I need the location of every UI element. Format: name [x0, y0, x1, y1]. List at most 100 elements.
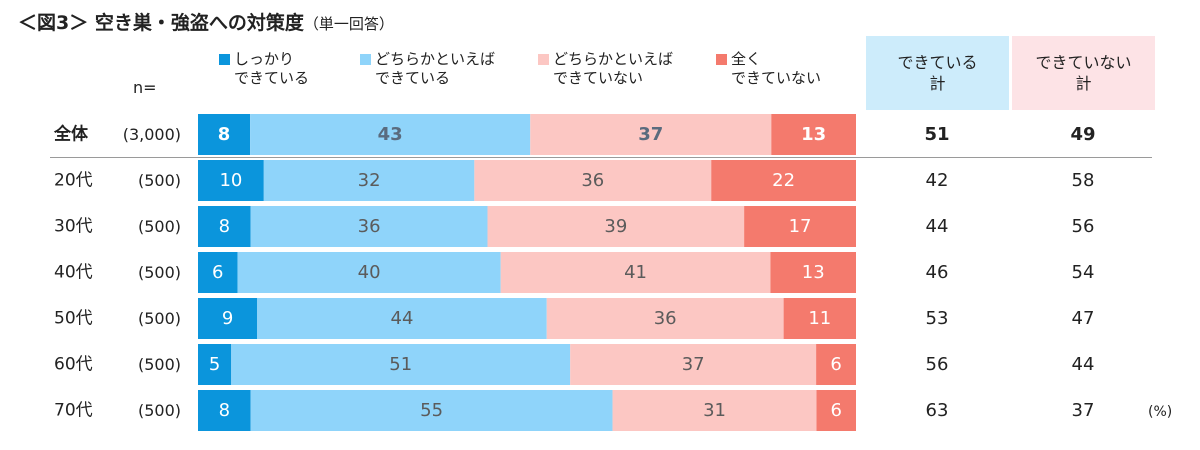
data-label: 6: [212, 262, 223, 283]
data-label: 8: [219, 216, 230, 237]
data-label: 32: [358, 170, 381, 191]
sample-size-label: (500): [138, 401, 181, 420]
legend-swatch-4: [716, 54, 727, 65]
bar-segment-3: [570, 344, 817, 385]
category-label: 全体: [53, 124, 89, 145]
chart-title: ＜図3＞ 空き巣・強盗への対策度（単一回答）: [18, 12, 394, 34]
data-label: 37: [682, 354, 705, 375]
data-label: 31: [703, 400, 726, 421]
data-label: 5: [209, 354, 220, 375]
data-label: 8: [218, 124, 231, 145]
bar-segment-1: [198, 390, 251, 431]
summary-header-can: できている 計: [866, 36, 1009, 110]
sample-size-label: (500): [138, 309, 181, 328]
data-label: 13: [802, 262, 825, 283]
bar-segment-3: [612, 390, 817, 431]
data-label: 40: [358, 262, 381, 283]
category-label: 30代: [54, 217, 93, 237]
legend-label-3: どちらかといえば できていない: [553, 50, 674, 87]
sample-size-label: (500): [138, 355, 181, 374]
unit-label: (%): [1148, 404, 1173, 420]
bar-segment-1: [198, 298, 258, 339]
summary-value-can: 53: [926, 308, 949, 329]
legend-label-4: 全く できていない: [731, 50, 822, 87]
data-label: 43: [378, 124, 403, 145]
sample-size-label: (500): [138, 171, 181, 190]
summary-value-can: 63: [926, 400, 949, 421]
chart-subtitle: （単一回答）: [303, 15, 394, 33]
legend-item-3: どちらかといえば できていない: [538, 50, 673, 88]
legend-label-2: どちらかといえば できている: [375, 50, 496, 87]
data-label: 41: [624, 262, 647, 283]
bar-segment-2: [257, 298, 547, 339]
bar-segment-1: [198, 206, 251, 247]
legend-swatch-3: [538, 54, 549, 65]
data-label: 8: [219, 400, 230, 421]
data-label: 44: [391, 308, 414, 329]
bar-segment-1: [198, 344, 232, 385]
data-label: 36: [654, 308, 677, 329]
legend-label-1: しっかり できている: [234, 50, 310, 87]
bar-segment-4: [816, 390, 856, 431]
bar-segment-2: [250, 206, 488, 247]
summary-value-cannot: 49: [1070, 124, 1095, 145]
summary-value-cannot: 54: [1072, 262, 1095, 283]
bar-segment-3: [500, 252, 771, 293]
category-label: 50代: [54, 309, 93, 329]
sample-size-label: (3,000): [123, 125, 181, 144]
legend-swatch-2: [360, 54, 371, 65]
bar-segment-2: [231, 344, 571, 385]
bar-segment-4: [771, 114, 856, 155]
legend-swatch-1: [219, 54, 230, 65]
summary-value-can: 42: [926, 170, 949, 191]
bar-segment-3: [530, 114, 772, 155]
data-label: 37: [638, 124, 663, 145]
data-label: 17: [789, 216, 812, 237]
data-label: 6: [831, 400, 842, 421]
data-label: 6: [830, 354, 841, 375]
summary-value-can: 46: [926, 262, 949, 283]
bar-segment-1: [198, 252, 238, 293]
bar-segment-4: [770, 252, 856, 293]
bar-segment-2: [250, 390, 613, 431]
sample-size-label: (500): [138, 217, 181, 236]
data-label: 55: [420, 400, 443, 421]
summary-value-cannot: 37: [1072, 400, 1095, 421]
bar-segment-4: [783, 298, 856, 339]
category-label: 40代: [54, 263, 93, 283]
category-label: 60代: [54, 355, 93, 375]
n-label: n=: [133, 78, 157, 97]
summary-value-cannot: 44: [1072, 354, 1095, 375]
summary-header-cannot: できていない 計: [1012, 36, 1155, 110]
bar-segment-1: [198, 114, 251, 155]
data-label: 51: [389, 354, 412, 375]
legend-item-4: 全く できていない: [716, 50, 821, 88]
bar-segment-4: [816, 344, 856, 385]
bar-segment-3: [546, 298, 784, 339]
category-label: 70代: [54, 401, 93, 421]
data-label: 36: [358, 216, 381, 237]
data-label: 36: [581, 170, 604, 191]
summary-value-cannot: 56: [1072, 216, 1095, 237]
bar-segment-2: [237, 252, 501, 293]
bar-segment-4: [711, 160, 856, 201]
legend-item-1: しっかり できている: [219, 50, 309, 88]
summary-value-can: 56: [926, 354, 949, 375]
data-label: 9: [222, 308, 233, 329]
data-label: 10: [219, 170, 242, 191]
bar-segment-1: [198, 160, 264, 201]
data-label: 39: [604, 216, 627, 237]
bar-segment-3: [474, 160, 712, 201]
legend-item-2: どちらかといえば できている: [360, 50, 495, 88]
data-label: 11: [808, 308, 831, 329]
bar-segment-3: [487, 206, 745, 247]
summary-value-cannot: 47: [1072, 308, 1095, 329]
data-label: 22: [772, 170, 795, 191]
summary-value-cannot: 58: [1072, 170, 1095, 191]
data-label: 13: [801, 124, 826, 145]
bar-segment-2: [250, 114, 531, 155]
bar-segment-2: [263, 160, 475, 201]
bar-segment-4: [744, 206, 856, 247]
sample-size-label: (500): [138, 263, 181, 282]
summary-value-can: 51: [924, 124, 949, 145]
